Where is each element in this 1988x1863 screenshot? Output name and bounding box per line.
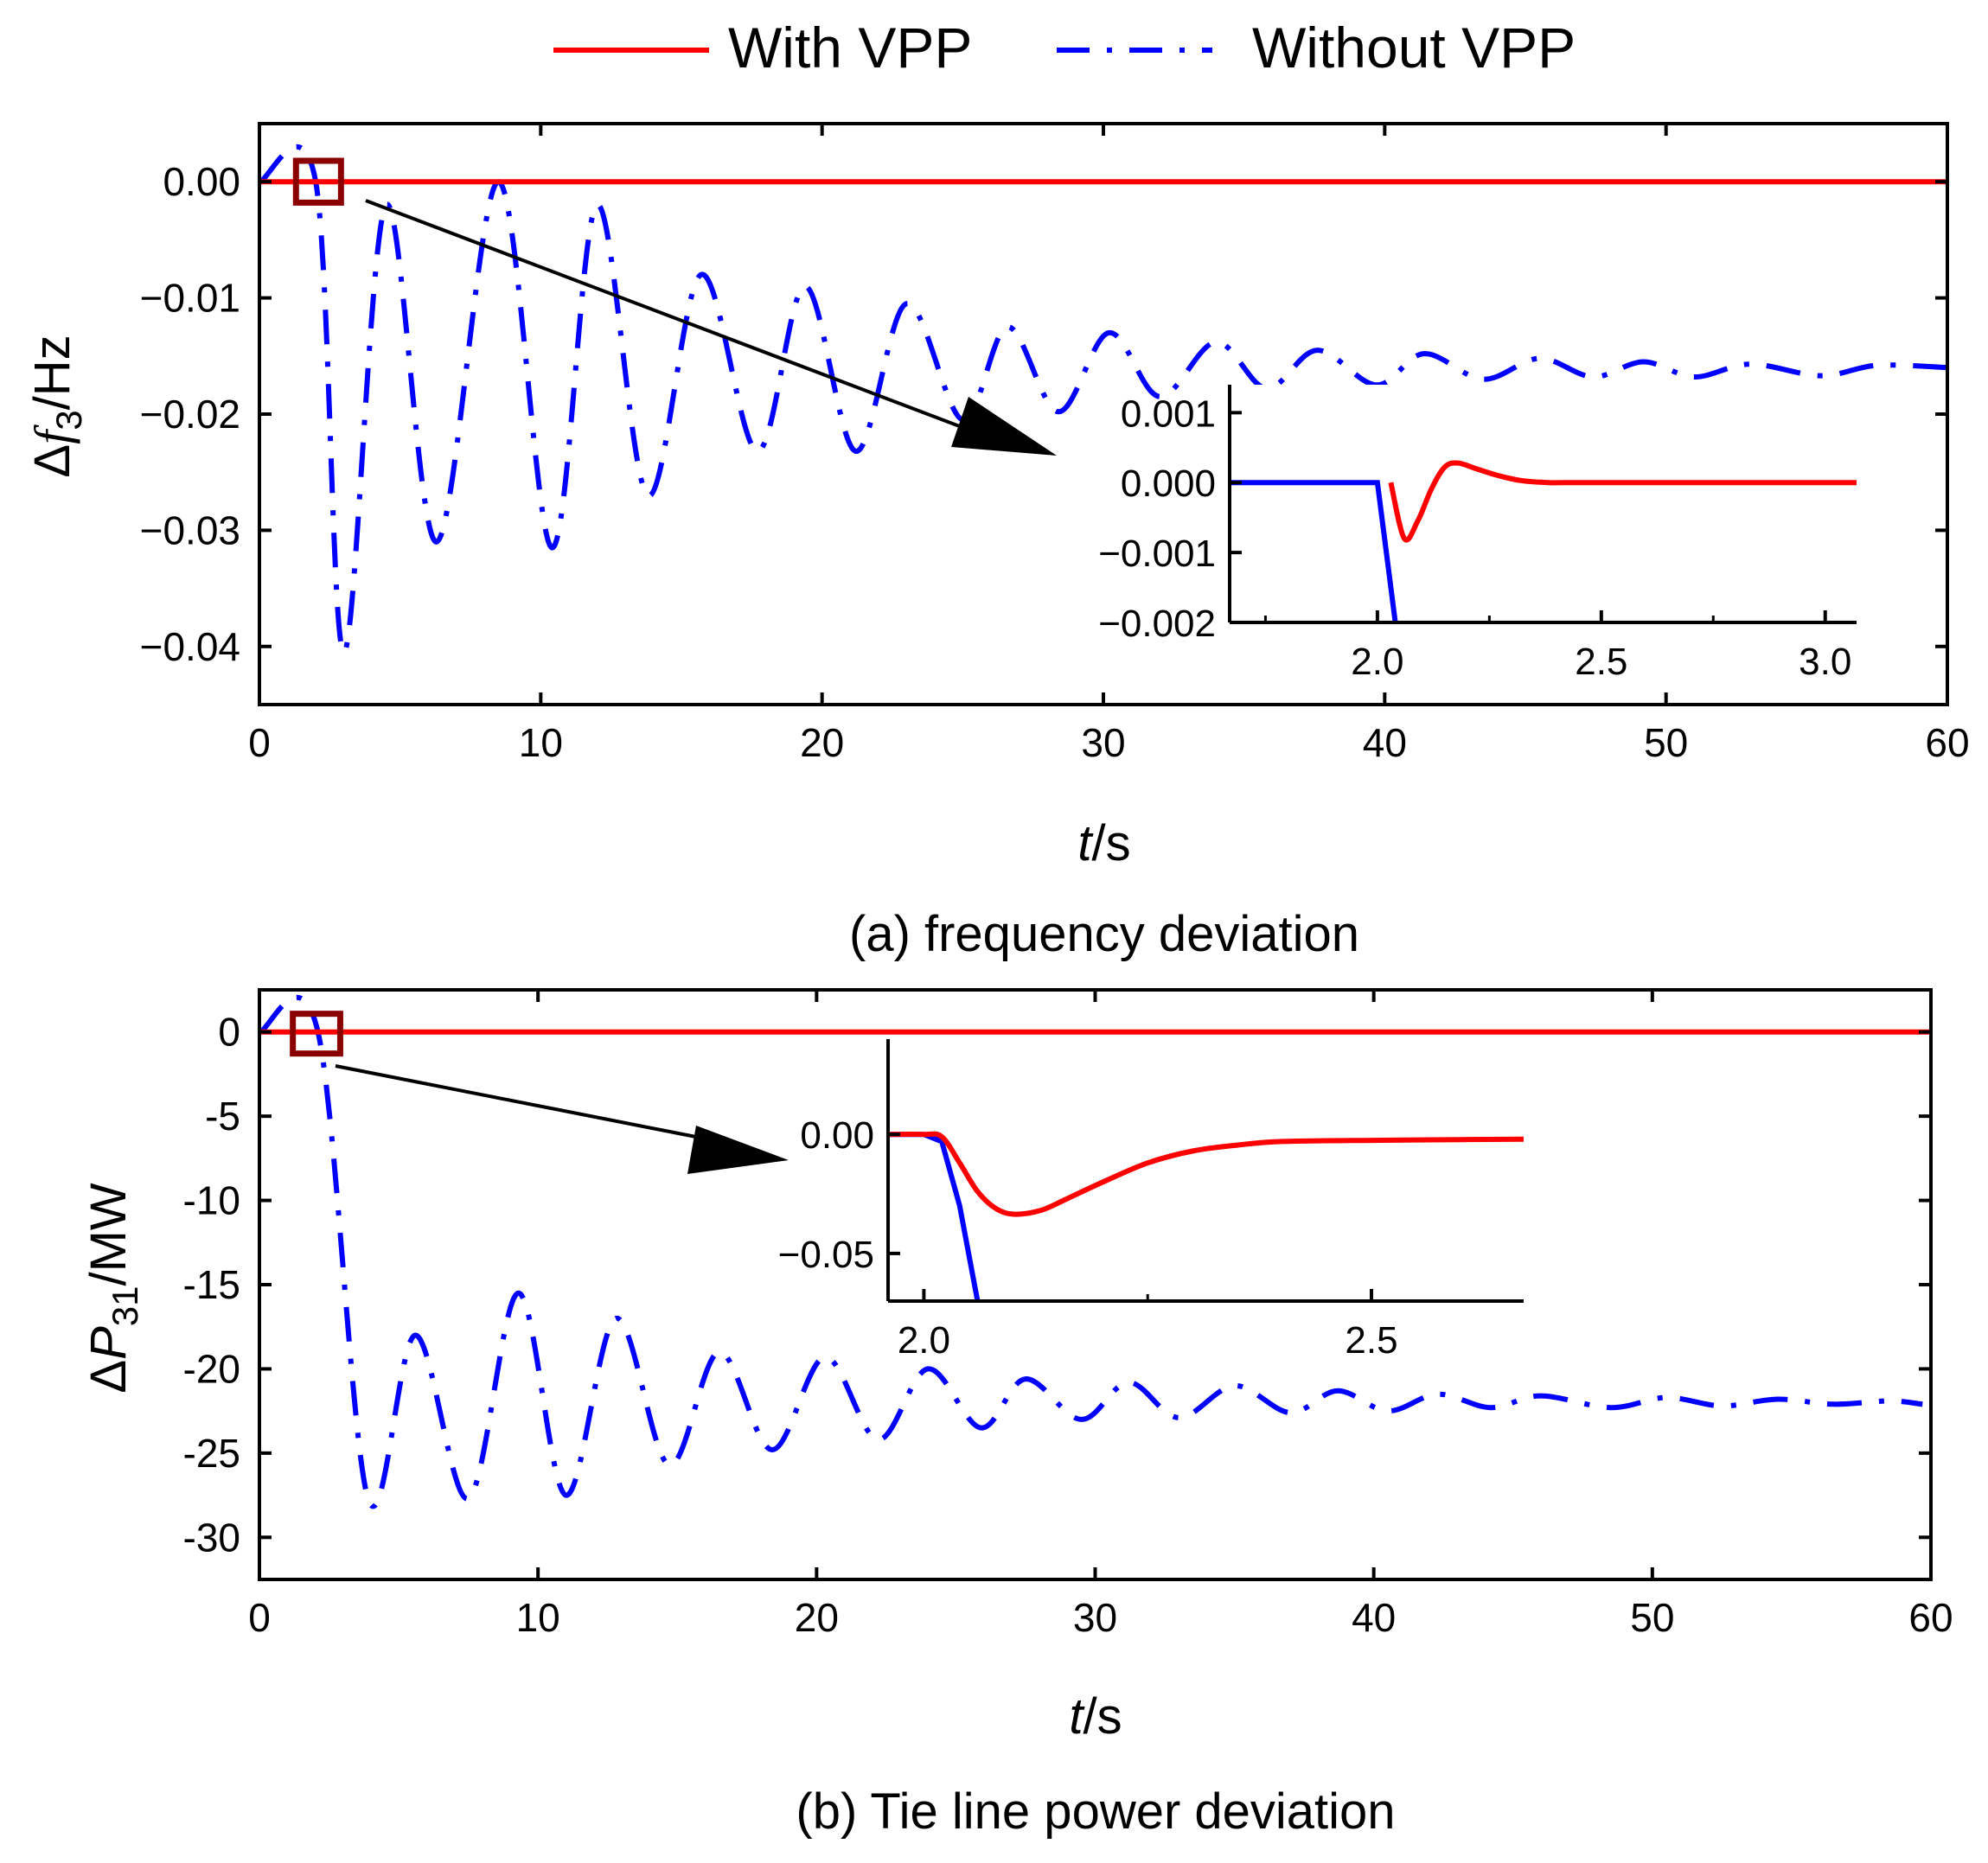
y-axis-label: Δf3/Hz [24, 335, 89, 477]
legend: With VPP Without VPP [553, 16, 1576, 80]
x-tick-label: 0 [248, 720, 271, 765]
series-without-vpp-line [259, 144, 1947, 655]
y-tick-label: −0.02 [140, 392, 240, 437]
y-tick-label: -30 [183, 1515, 240, 1560]
y-tick-label: −0.01 [140, 276, 240, 321]
x-tick-label: 60 [1925, 720, 1969, 765]
inset-zoom-chart: 2.0 2.5 3.0 0.001 0.000 −0.001 −0.002 [1098, 385, 1857, 683]
inset-x-tick-label: 2.5 [1345, 1319, 1397, 1362]
inset-y-tick-label: −0.001 [1098, 533, 1216, 575]
zoom-arrow-head [687, 1126, 789, 1174]
inset-x-tick-label: 2.0 [1351, 641, 1403, 683]
inset-background [888, 1039, 1524, 1301]
y-tick-label: −0.04 [140, 624, 240, 669]
x-tick-label: 60 [1908, 1595, 1953, 1640]
x-tick-label: 10 [516, 1595, 560, 1640]
y-tick-label: −0.03 [140, 507, 240, 552]
x-tick-label: 0 [248, 1595, 271, 1640]
x-tick-label: 40 [1352, 1595, 1396, 1640]
zoom-arrow-head [951, 397, 1057, 456]
y-tick-label: 0.00 [163, 159, 240, 204]
inset-y-tick-label: 0.00 [800, 1114, 874, 1157]
inset-x-tick-label: 3.0 [1799, 641, 1851, 683]
inset-y-tick-label: −0.002 [1098, 603, 1216, 645]
y-tick-label: -5 [205, 1094, 240, 1139]
x-tick-label: 10 [519, 720, 563, 765]
legend-with-vpp-label: With VPP [728, 16, 972, 80]
inset-with-vpp-line [1388, 460, 1857, 543]
inset-y-tick-label: 0.001 [1121, 392, 1216, 435]
panel-tie-line-power-deviation: 0 10 20 30 40 50 60 0 -5 -10 -15 -20 -25 -30 t/s ΔP31… [80, 988, 1953, 1840]
x-tick-label: 50 [1630, 1595, 1674, 1640]
zoom-box [290, 1011, 343, 1057]
x-tick-label: 20 [795, 1595, 839, 1640]
panel-caption: (b) Tie line power deviation [796, 1783, 1395, 1840]
inset-y-tick-label: 0.000 [1121, 463, 1216, 505]
inset-without-vpp-line [1230, 480, 1398, 622]
zoom-arrow-line [365, 199, 969, 431]
y-tick-label: 0 [218, 1010, 240, 1055]
x-axis-label: t/s [1069, 1688, 1122, 1745]
x-tick-label: 40 [1363, 720, 1407, 765]
inset-zoom-chart: 2.0 2.5 0.00 −0.05 [778, 1039, 1524, 1362]
inset-background [1230, 385, 1857, 622]
y-tick-label: -10 [183, 1178, 240, 1223]
x-tick-label: 50 [1644, 720, 1688, 765]
y-tick-label: -20 [183, 1346, 240, 1391]
inset-x-tick-label: 2.0 [898, 1319, 950, 1362]
panel-caption: (a) frequency deviation [849, 906, 1359, 962]
series-without-vpp-line [259, 994, 1923, 1509]
x-tick-label: 30 [1073, 1595, 1117, 1640]
x-tick-label: 20 [800, 720, 844, 765]
inset-with-vpp-line [888, 1131, 1524, 1217]
legend-without-vpp-label: Without VPP [1252, 16, 1576, 80]
y-tick-label: -25 [183, 1431, 240, 1476]
y-axis-label: ΔP31/MW [80, 1183, 145, 1394]
zoom-box [292, 157, 344, 206]
inset-y-tick-label: −0.05 [778, 1234, 874, 1276]
panel-frequency-deviation: 0 10 20 30 40 50 60 0.00 −0.01 −0.02 −0.03 −0.04 t/… [24, 122, 1970, 962]
y-tick-label: -15 [183, 1262, 240, 1307]
zoom-arrow-line [335, 1064, 710, 1141]
x-axis-label: t/s [1077, 815, 1130, 871]
inset-x-tick-label: 2.5 [1575, 641, 1627, 683]
x-tick-label: 30 [1081, 720, 1125, 765]
